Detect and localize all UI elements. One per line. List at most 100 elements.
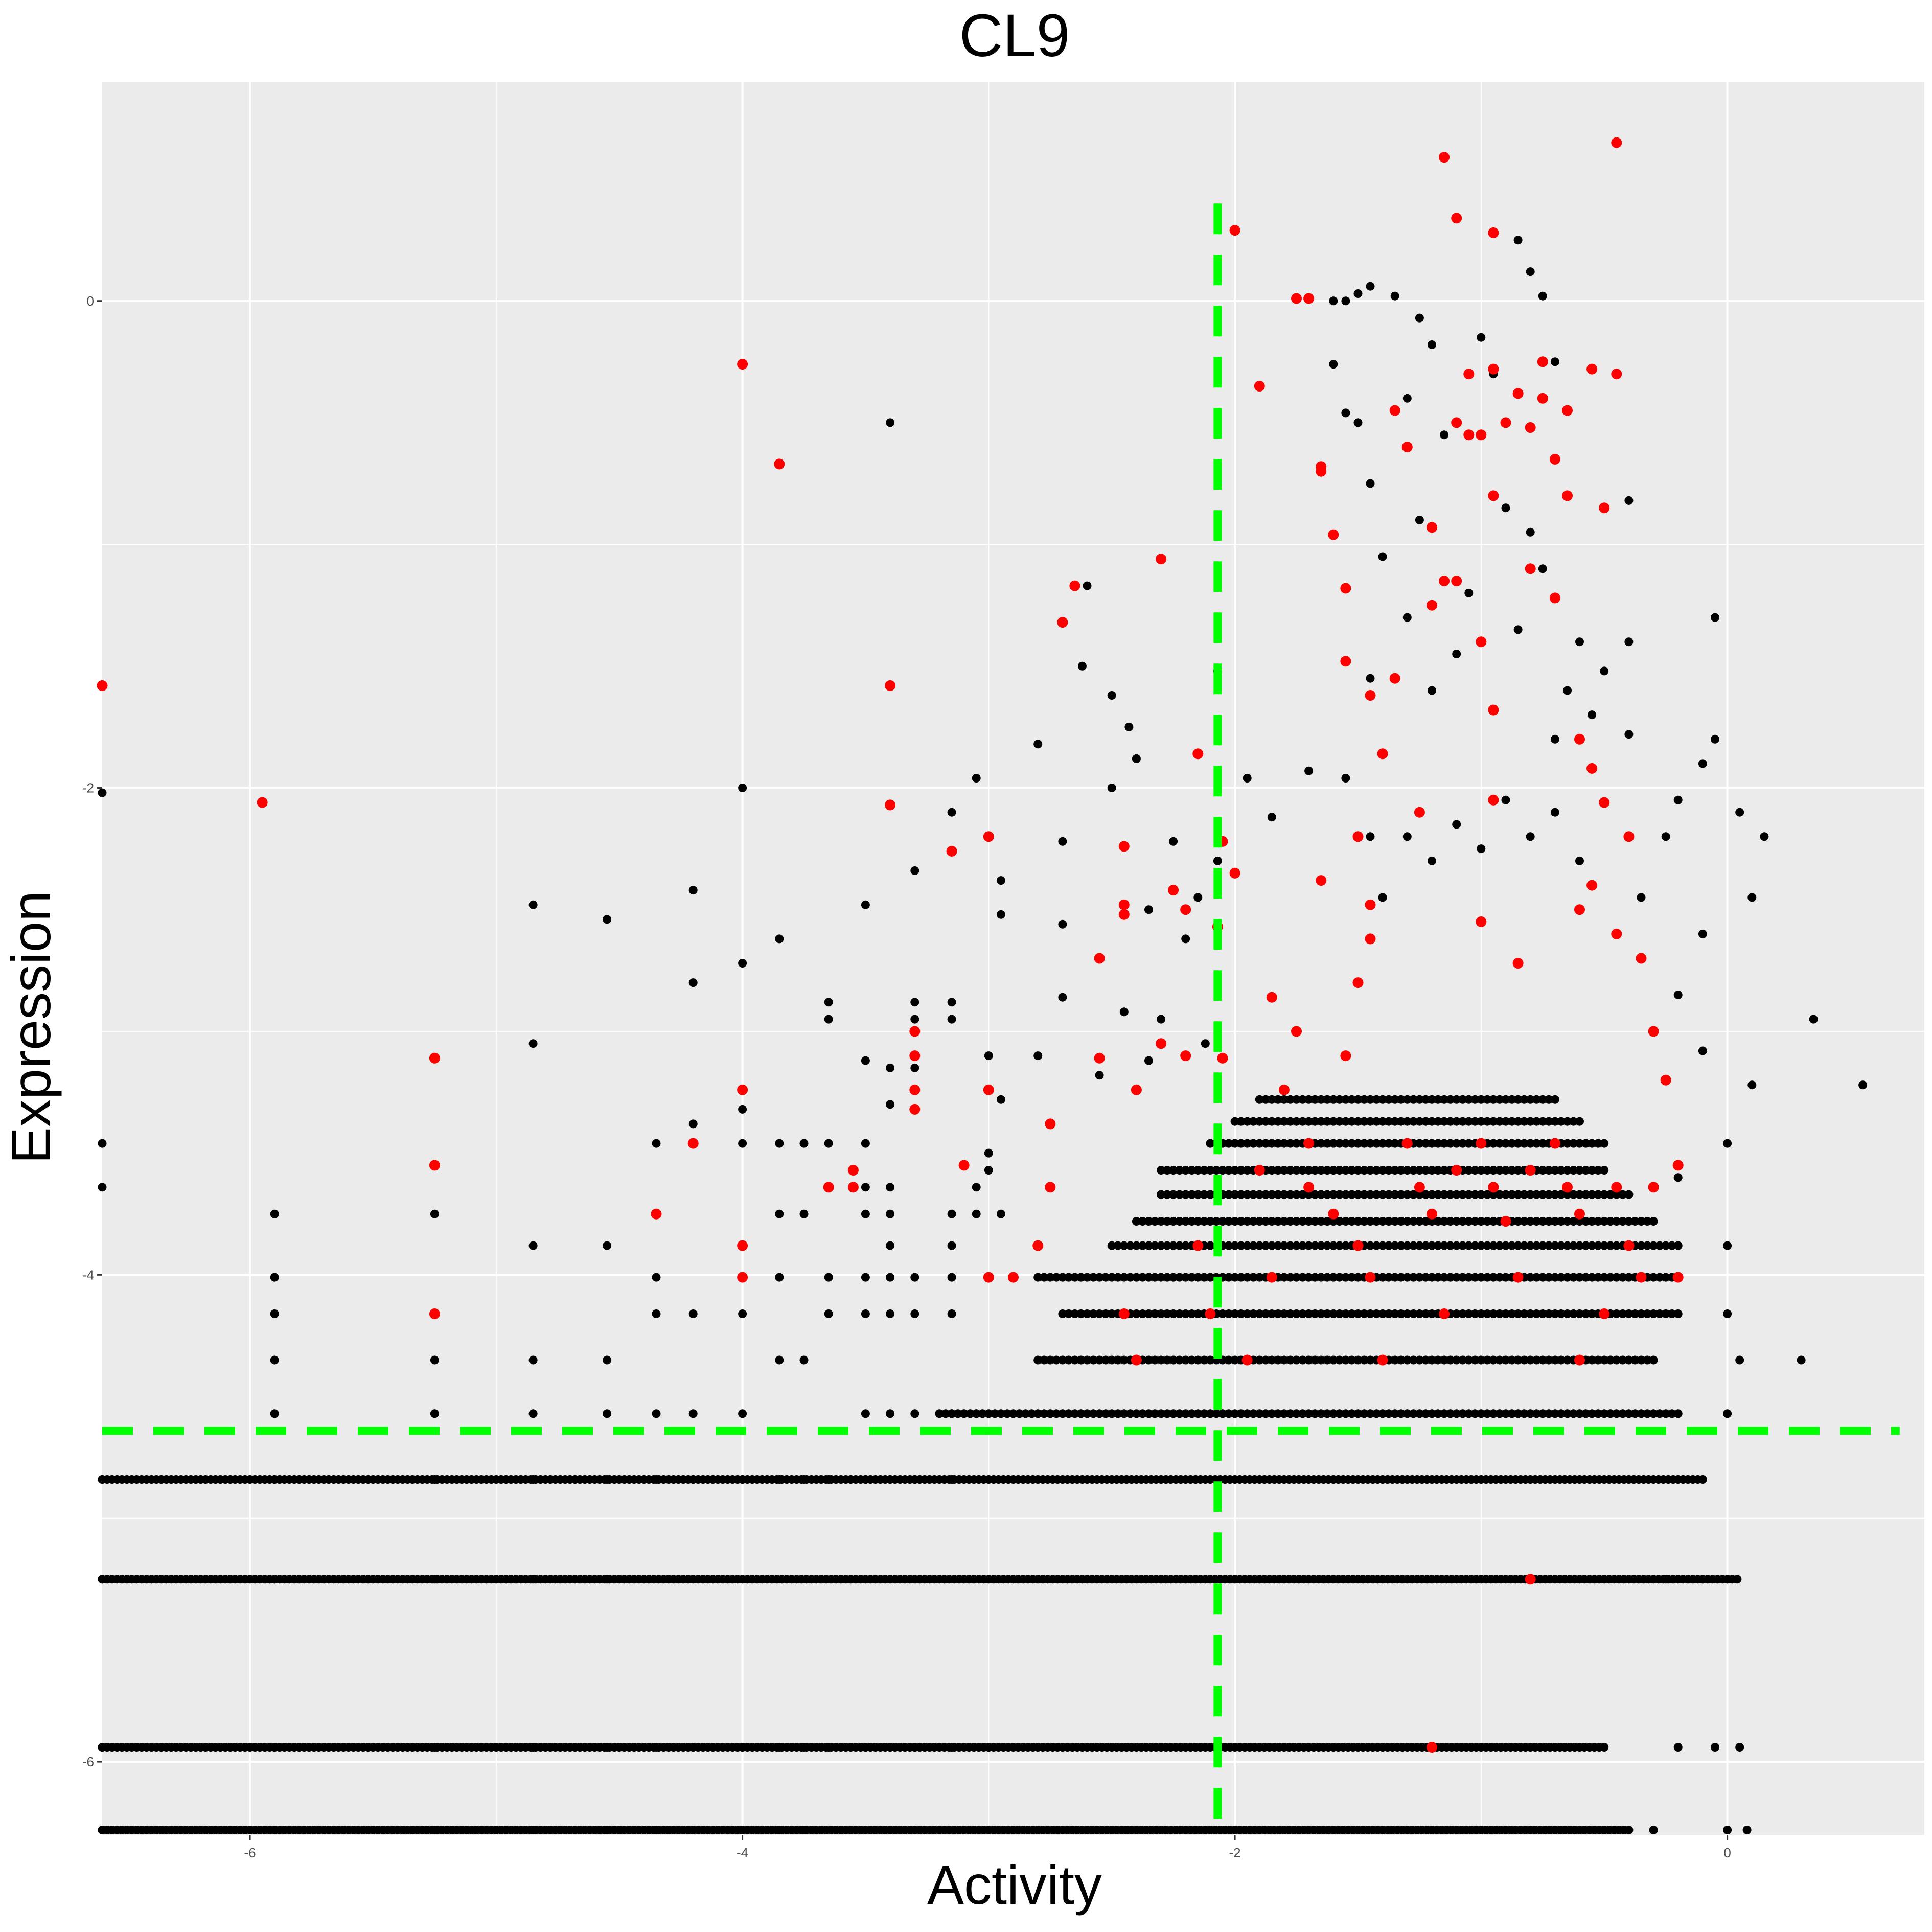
red-point bbox=[97, 680, 108, 691]
black-point bbox=[1428, 1217, 1436, 1226]
black-point bbox=[738, 784, 747, 792]
black-point bbox=[1125, 1409, 1135, 1418]
black-point bbox=[1273, 1166, 1282, 1175]
black-point bbox=[1415, 1355, 1424, 1365]
red-point bbox=[1131, 1084, 1142, 1095]
black-point bbox=[990, 1409, 999, 1418]
black-point bbox=[1495, 1355, 1504, 1365]
black-point bbox=[1360, 1190, 1369, 1199]
black-point bbox=[1563, 1139, 1572, 1148]
black-point bbox=[1402, 832, 1412, 841]
black-point bbox=[1224, 1241, 1233, 1250]
black-point bbox=[1624, 1409, 1634, 1418]
black-point bbox=[1261, 1095, 1270, 1104]
black-point bbox=[1249, 1117, 1258, 1126]
x-axis-title: Activity bbox=[927, 1854, 1102, 1916]
black-point bbox=[1402, 1117, 1412, 1126]
black-point bbox=[1550, 1273, 1559, 1282]
black-point bbox=[1267, 1309, 1276, 1318]
black-point bbox=[738, 1743, 747, 1752]
black-point bbox=[1076, 1309, 1086, 1318]
black-point bbox=[1575, 856, 1584, 865]
black-point bbox=[1144, 1056, 1153, 1065]
black-point bbox=[1384, 1309, 1393, 1318]
black-point bbox=[1489, 1241, 1498, 1250]
black-point bbox=[1618, 1217, 1627, 1226]
black-point bbox=[1735, 1743, 1744, 1752]
black-point bbox=[1588, 1355, 1597, 1365]
black-point bbox=[1630, 1409, 1640, 1418]
red-point bbox=[1476, 429, 1487, 441]
black-point bbox=[1526, 1355, 1535, 1365]
black-point bbox=[824, 1475, 833, 1484]
red-point bbox=[885, 680, 896, 691]
black-point bbox=[984, 1051, 993, 1061]
black-point bbox=[1286, 1139, 1295, 1148]
black-point bbox=[1372, 1309, 1381, 1318]
black-point bbox=[996, 910, 1005, 919]
black-point bbox=[1446, 1409, 1455, 1418]
black-point bbox=[1243, 1190, 1252, 1199]
black-point bbox=[603, 915, 612, 924]
black-point bbox=[1089, 1273, 1098, 1282]
red-point bbox=[1476, 916, 1487, 927]
black-point bbox=[1157, 1409, 1166, 1418]
black-point bbox=[1440, 1166, 1449, 1175]
black-point bbox=[1249, 1139, 1258, 1148]
black-point bbox=[688, 1409, 698, 1418]
black-point bbox=[1335, 1309, 1344, 1318]
black-point bbox=[1532, 1190, 1541, 1199]
black-point bbox=[1298, 1241, 1307, 1250]
red-point bbox=[1525, 422, 1536, 433]
black-point bbox=[1286, 1355, 1295, 1365]
black-point bbox=[1243, 1241, 1252, 1250]
black-point bbox=[738, 959, 747, 968]
black-point bbox=[1464, 1409, 1474, 1418]
black-point bbox=[1556, 1190, 1566, 1199]
black-point bbox=[1163, 1409, 1172, 1418]
red-point bbox=[1156, 554, 1167, 565]
red-point bbox=[1636, 953, 1647, 964]
black-point bbox=[1341, 1409, 1350, 1418]
black-point bbox=[1101, 1409, 1110, 1418]
black-point bbox=[1384, 1217, 1393, 1226]
black-point bbox=[1298, 1273, 1307, 1282]
red-point bbox=[1156, 1038, 1167, 1049]
black-point bbox=[1470, 1117, 1480, 1126]
black-point bbox=[1667, 1309, 1676, 1318]
black-point bbox=[1520, 1190, 1529, 1199]
red-point bbox=[1217, 1052, 1228, 1064]
black-point bbox=[1033, 1051, 1043, 1061]
x-tick-label: 0 bbox=[1723, 1845, 1731, 1860]
black-point bbox=[1544, 1409, 1553, 1418]
black-point bbox=[1286, 1117, 1295, 1126]
black-point bbox=[1501, 1241, 1510, 1250]
red-point bbox=[1586, 363, 1598, 375]
black-point bbox=[1434, 1190, 1442, 1199]
black-point bbox=[1033, 1273, 1043, 1282]
black-point bbox=[1733, 1575, 1742, 1584]
black-point bbox=[1335, 1166, 1344, 1175]
black-point bbox=[1402, 1095, 1412, 1104]
black-point bbox=[1212, 1166, 1221, 1175]
black-point bbox=[1243, 1409, 1252, 1418]
black-point bbox=[1396, 1409, 1406, 1418]
black-point bbox=[1396, 1190, 1406, 1199]
black-point bbox=[1440, 430, 1449, 440]
red-point bbox=[1574, 733, 1585, 745]
red-point bbox=[1500, 417, 1511, 428]
black-point bbox=[1304, 1166, 1314, 1175]
black-point bbox=[1323, 1190, 1332, 1199]
black-point bbox=[1095, 1071, 1104, 1080]
black-point bbox=[1575, 1190, 1584, 1199]
black-point bbox=[1747, 893, 1757, 902]
black-point bbox=[1483, 1166, 1492, 1175]
black-point bbox=[1341, 1217, 1350, 1226]
black-point bbox=[1323, 1117, 1332, 1126]
black-point bbox=[1181, 1273, 1190, 1282]
red-point bbox=[1488, 490, 1499, 501]
black-point bbox=[1046, 1409, 1055, 1418]
black-point bbox=[1661, 1309, 1670, 1318]
black-point bbox=[1249, 1241, 1258, 1250]
black-point bbox=[1292, 1190, 1301, 1199]
